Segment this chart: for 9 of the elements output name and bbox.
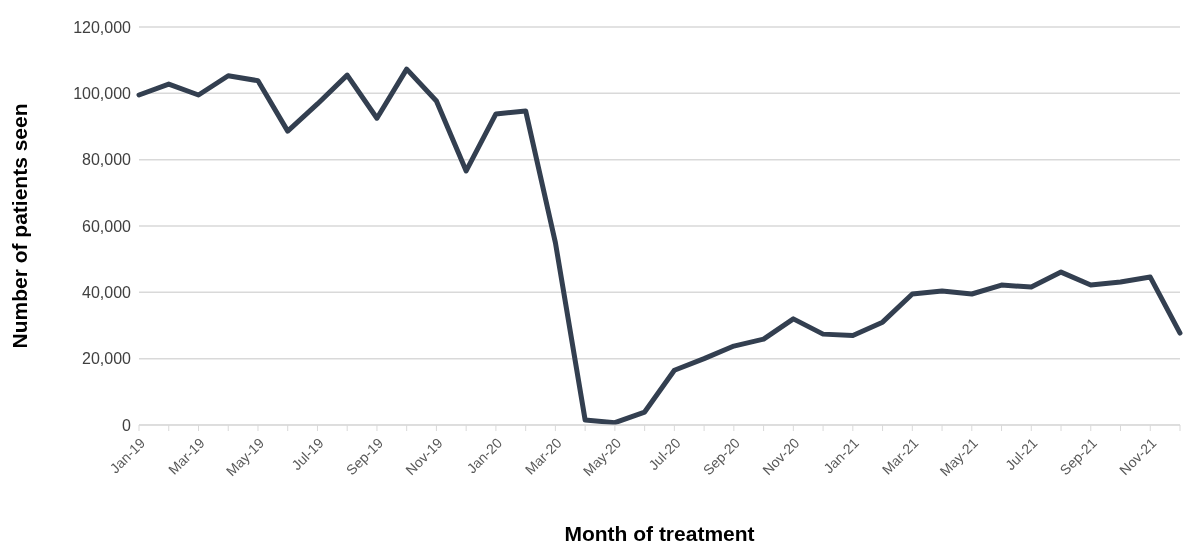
y-tick-label: 120,000 [73, 18, 132, 36]
y-tick-label: 80,000 [82, 151, 132, 169]
y-tick-label: 40,000 [82, 284, 132, 302]
y-tick-label: 20,000 [82, 350, 132, 368]
y-tick-label: 60,000 [82, 217, 132, 235]
y-axis-title: Number of patients seen [8, 103, 32, 349]
x-axis-title: Month of treatment [564, 522, 755, 543]
y-tick-label: 100,000 [73, 85, 132, 103]
y-tick-label: 0 [122, 416, 132, 434]
